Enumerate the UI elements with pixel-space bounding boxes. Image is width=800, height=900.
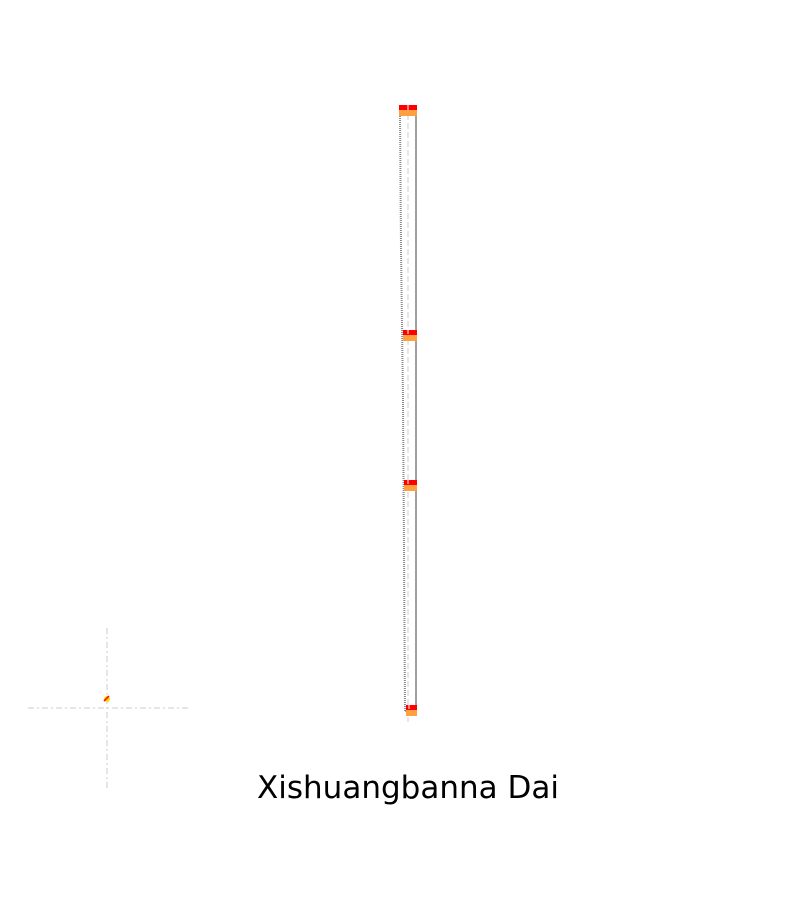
on-curve-point-lower-mid: [404, 480, 417, 491]
on-curve-point-bottom: [406, 705, 417, 716]
origin-crosshair: [28, 628, 188, 790]
on-curve-point-upper-mid: [403, 330, 417, 341]
script-name-caption: Xishuangbanna Dai: [257, 770, 559, 806]
origin-marker-tick: [103, 695, 110, 702]
on-curve-point-top: [399, 105, 417, 116]
glyph-left-edge: [399, 109, 406, 712]
